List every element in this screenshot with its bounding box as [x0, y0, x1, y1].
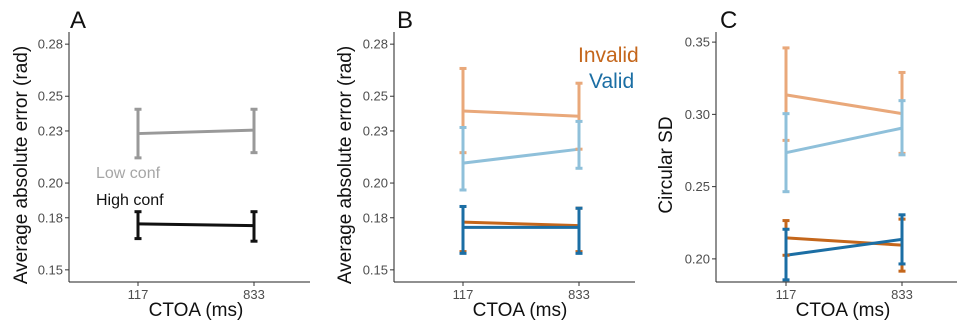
x-tick-label: 117 [128, 287, 149, 302]
x-tick-label: 833 [243, 287, 265, 302]
y-tick-label: 0.15 [38, 262, 63, 277]
y-axis-title-a: Average absolute error (rad) [11, 46, 32, 284]
high-conf-label: High conf [96, 192, 164, 209]
series-line [462, 109, 580, 118]
x-axis-title-c: CTOA (ms) [796, 300, 891, 321]
panel-letter-a: A [70, 7, 86, 34]
y-tick-label: 0.23 [363, 123, 388, 138]
legend-valid: Valid [589, 70, 634, 93]
panel-letter-c: C [720, 7, 737, 34]
y-tick-label: 0.15 [363, 262, 388, 277]
panel-letter-b: B [397, 7, 413, 34]
series-line [785, 93, 903, 116]
x-axis-title-a: CTOA (ms) [149, 300, 244, 321]
series-line [137, 128, 255, 136]
legend-invalid: Invalid [578, 44, 639, 67]
x-tick-label: 117 [776, 287, 797, 302]
y-tick-label: 0.28 [363, 37, 388, 52]
y-tick-label: 0.18 [38, 210, 63, 225]
y-tick-label: 0.35 [685, 35, 710, 50]
low-conf-label: Low conf [96, 165, 161, 182]
series-line [785, 236, 903, 247]
x-tick-label: 833 [568, 287, 590, 302]
series-line [462, 220, 580, 228]
y-axis-title-b: Average absolute error (rad) [335, 46, 356, 284]
y-tick-label: 0.30 [685, 107, 710, 122]
y-tick-label: 0.20 [685, 251, 710, 266]
series-line [785, 126, 903, 155]
series-line [137, 222, 255, 228]
y-tick-label: 0.25 [685, 179, 710, 194]
panel-b: B Average absolute error (rad) CTOA (ms)… [335, 7, 639, 321]
y-tick-label: 0.25 [38, 89, 63, 104]
y-tick-label: 0.18 [363, 210, 388, 225]
x-tick-label: 117 [453, 287, 474, 302]
y-axis-title-c: Circular SD [656, 116, 677, 213]
y-tick-label: 0.20 [363, 176, 388, 191]
y-tick-label: 0.28 [38, 37, 63, 52]
y-tick-label: 0.23 [38, 123, 63, 138]
series-line [785, 237, 903, 257]
y-tick-label: 0.20 [38, 176, 63, 191]
y-tick-label: 0.25 [363, 89, 388, 104]
series-line [462, 147, 580, 165]
x-tick-label: 833 [891, 287, 913, 302]
panel-c: C Circular SD CTOA (ms) 0.20 0.25 0.30 0.35… [656, 7, 957, 321]
panel-a: A Average absolute error (rad) CTOA (ms)… [11, 7, 310, 321]
x-axis-title-b: CTOA (ms) [473, 300, 568, 321]
